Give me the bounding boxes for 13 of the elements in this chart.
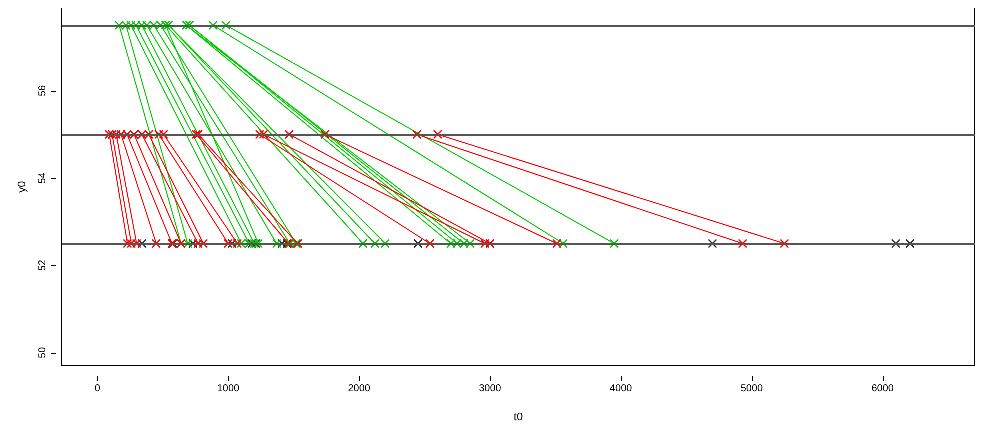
x-tick-label: 1000 [217,384,240,394]
x-tick-label: 0 [94,384,101,394]
x-tick-label: 3000 [479,384,502,394]
y-tick-label: 50 [38,346,48,358]
y-axis-title: y0 [16,181,28,193]
x-axis-title: t0 [514,412,524,424]
y-tick-label: 54 [38,172,48,184]
y-tick-label: 52 [38,260,48,272]
x-tick-label: 4000 [610,384,633,394]
x-tick-label: 2000 [348,384,371,394]
y-tick-label: 56 [38,84,48,97]
x-tick-label: 6000 [872,384,894,394]
x-tick-label: 5000 [740,384,764,394]
